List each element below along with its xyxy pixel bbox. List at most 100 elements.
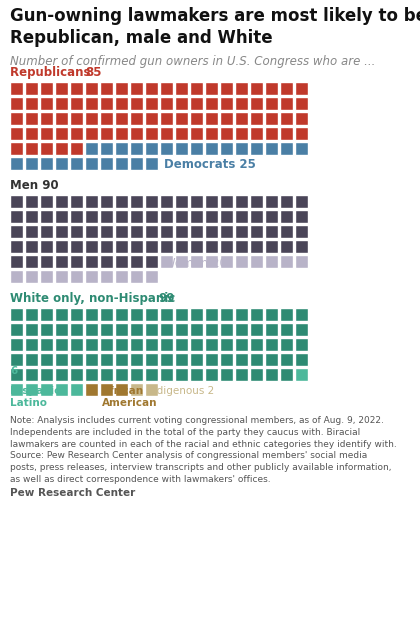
FancyBboxPatch shape (130, 255, 143, 268)
FancyBboxPatch shape (265, 255, 278, 268)
FancyBboxPatch shape (280, 82, 293, 95)
FancyBboxPatch shape (205, 323, 218, 336)
FancyBboxPatch shape (205, 112, 218, 125)
FancyBboxPatch shape (160, 82, 173, 95)
FancyBboxPatch shape (10, 240, 23, 253)
FancyBboxPatch shape (295, 323, 308, 336)
Text: Gun-owning lawmakers are most likely to be
Republican, male and White: Gun-owning lawmakers are most likely to … (10, 7, 420, 48)
FancyBboxPatch shape (55, 240, 68, 253)
FancyBboxPatch shape (280, 353, 293, 366)
FancyBboxPatch shape (250, 353, 263, 366)
FancyBboxPatch shape (70, 308, 83, 321)
FancyBboxPatch shape (160, 368, 173, 381)
FancyBboxPatch shape (160, 225, 173, 238)
FancyBboxPatch shape (25, 353, 38, 366)
Text: Women 20: Women 20 (164, 257, 227, 270)
FancyBboxPatch shape (175, 195, 188, 208)
FancyBboxPatch shape (70, 225, 83, 238)
FancyBboxPatch shape (205, 225, 218, 238)
FancyBboxPatch shape (100, 323, 113, 336)
FancyBboxPatch shape (25, 323, 38, 336)
FancyBboxPatch shape (130, 97, 143, 110)
FancyBboxPatch shape (175, 368, 188, 381)
FancyBboxPatch shape (235, 338, 248, 351)
FancyBboxPatch shape (70, 112, 83, 125)
Text: African
American: African American (102, 386, 158, 408)
FancyBboxPatch shape (115, 225, 128, 238)
FancyBboxPatch shape (85, 338, 98, 351)
FancyBboxPatch shape (280, 255, 293, 268)
FancyBboxPatch shape (250, 308, 263, 321)
FancyBboxPatch shape (70, 323, 83, 336)
FancyBboxPatch shape (175, 255, 188, 268)
FancyBboxPatch shape (145, 195, 158, 208)
FancyBboxPatch shape (295, 240, 308, 253)
FancyBboxPatch shape (55, 225, 68, 238)
FancyBboxPatch shape (100, 112, 113, 125)
FancyBboxPatch shape (145, 323, 158, 336)
FancyBboxPatch shape (25, 195, 38, 208)
FancyBboxPatch shape (145, 210, 158, 223)
FancyBboxPatch shape (40, 323, 53, 336)
FancyBboxPatch shape (115, 255, 128, 268)
FancyBboxPatch shape (40, 112, 53, 125)
FancyBboxPatch shape (205, 240, 218, 253)
FancyBboxPatch shape (160, 195, 173, 208)
FancyBboxPatch shape (70, 195, 83, 208)
FancyBboxPatch shape (220, 353, 233, 366)
FancyBboxPatch shape (265, 82, 278, 95)
FancyBboxPatch shape (25, 210, 38, 223)
FancyBboxPatch shape (280, 323, 293, 336)
FancyBboxPatch shape (130, 270, 143, 283)
FancyBboxPatch shape (235, 308, 248, 321)
FancyBboxPatch shape (145, 225, 158, 238)
FancyBboxPatch shape (130, 127, 143, 140)
FancyBboxPatch shape (220, 195, 233, 208)
FancyBboxPatch shape (85, 383, 98, 396)
FancyBboxPatch shape (295, 127, 308, 140)
FancyBboxPatch shape (55, 353, 68, 366)
FancyBboxPatch shape (265, 112, 278, 125)
FancyBboxPatch shape (55, 157, 68, 170)
FancyBboxPatch shape (85, 127, 98, 140)
FancyBboxPatch shape (55, 210, 68, 223)
FancyBboxPatch shape (40, 195, 53, 208)
FancyBboxPatch shape (265, 353, 278, 366)
Text: Number of confirmed gun owners in U.S. Congress who are ...: Number of confirmed gun owners in U.S. C… (10, 55, 375, 68)
FancyBboxPatch shape (220, 127, 233, 140)
FancyBboxPatch shape (235, 368, 248, 381)
FancyBboxPatch shape (40, 368, 53, 381)
FancyBboxPatch shape (175, 127, 188, 140)
FancyBboxPatch shape (190, 255, 203, 268)
FancyBboxPatch shape (250, 323, 263, 336)
FancyBboxPatch shape (175, 97, 188, 110)
FancyBboxPatch shape (250, 338, 263, 351)
FancyBboxPatch shape (85, 225, 98, 238)
FancyBboxPatch shape (295, 195, 308, 208)
FancyBboxPatch shape (250, 97, 263, 110)
FancyBboxPatch shape (145, 338, 158, 351)
FancyBboxPatch shape (55, 338, 68, 351)
FancyBboxPatch shape (145, 127, 158, 140)
FancyBboxPatch shape (85, 142, 98, 155)
FancyBboxPatch shape (130, 353, 143, 366)
FancyBboxPatch shape (205, 308, 218, 321)
FancyBboxPatch shape (25, 157, 38, 170)
FancyBboxPatch shape (160, 255, 173, 268)
FancyBboxPatch shape (145, 353, 158, 366)
FancyBboxPatch shape (115, 195, 128, 208)
FancyBboxPatch shape (145, 142, 158, 155)
FancyBboxPatch shape (130, 112, 143, 125)
FancyBboxPatch shape (190, 82, 203, 95)
FancyBboxPatch shape (160, 210, 173, 223)
FancyBboxPatch shape (190, 142, 203, 155)
FancyBboxPatch shape (130, 82, 143, 95)
FancyBboxPatch shape (55, 195, 68, 208)
FancyBboxPatch shape (55, 323, 68, 336)
FancyBboxPatch shape (190, 127, 203, 140)
FancyBboxPatch shape (55, 308, 68, 321)
FancyBboxPatch shape (235, 240, 248, 253)
FancyBboxPatch shape (235, 97, 248, 110)
FancyBboxPatch shape (130, 210, 143, 223)
FancyBboxPatch shape (100, 308, 113, 321)
